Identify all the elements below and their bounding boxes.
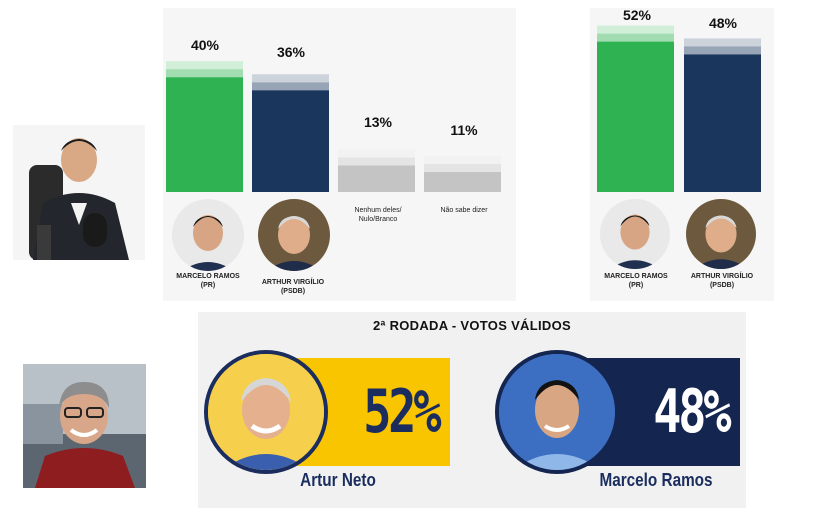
caption-arthur-2: ARTHUR VIRGÍLIO (PSDB): [677, 272, 767, 290]
data-label-arthur-2: 48%: [708, 15, 738, 31]
data-label-nao-sabe: 11%: [450, 122, 478, 138]
runoff-avatar-artur: [204, 350, 328, 474]
data-label-nenhum: 13%: [363, 114, 393, 130]
data-label-arthur: 36%: [276, 44, 306, 60]
data-label-marcelo: 40%: [190, 37, 220, 53]
runoff-score-marcelo: 48%: [652, 377, 731, 447]
caption-marcelo-2-name: MARCELO RAMOS: [604, 273, 668, 280]
caption-nao-sabe-line1: Não sabe dizer: [440, 207, 488, 214]
candidate-avatar-marcelo: [172, 199, 244, 271]
caption-marcelo-2: MARCELO RAMOS (PR): [591, 272, 681, 290]
candidate-avatar-arthur-2: [686, 199, 756, 269]
data-label-marcelo-2: 52%: [622, 7, 652, 23]
runoff-avatar-marcelo: [495, 350, 619, 474]
caption-arthur: ARTHUR VIRGÍLIO (PSDB): [248, 278, 338, 296]
caption-nenhum: Nenhum deles/ Nulo/Branco: [338, 206, 418, 224]
runoff-score-artur: 52%: [362, 377, 441, 447]
caption-nenhum-line1: Nenhum deles/: [354, 207, 402, 214]
caption-marcelo: MARCELO RAMOS (PR): [163, 272, 253, 290]
runoff-name-artur: Artur Neto: [300, 470, 376, 490]
runoff-title: 2ª RODADA - VOTOS VÁLIDOS: [373, 318, 571, 333]
caption-arthur-party: (PSDB): [280, 288, 306, 295]
candidate-avatar-marcelo-2: [600, 199, 670, 269]
caption-nenhum-line2: Nulo/Branco: [358, 216, 398, 223]
host-photo-bottom: [23, 364, 146, 488]
caption-arthur-2-name: ARTHUR VIRGÍLIO: [690, 273, 754, 280]
runoff-name-marcelo: Marcelo Ramos: [599, 470, 713, 490]
host-photo-top: [13, 125, 145, 260]
caption-arthur-2-party: (PSDB): [709, 282, 735, 289]
caption-marcelo-2-party: (PR): [628, 282, 644, 289]
caption-marcelo-name: MARCELO RAMOS: [176, 273, 240, 280]
caption-marcelo-party: (PR): [200, 282, 216, 289]
caption-arthur-name: ARTHUR VIRGÍLIO: [261, 279, 325, 286]
candidate-avatar-arthur: [258, 199, 330, 271]
caption-nao-sabe: Não sabe dizer: [424, 206, 504, 215]
